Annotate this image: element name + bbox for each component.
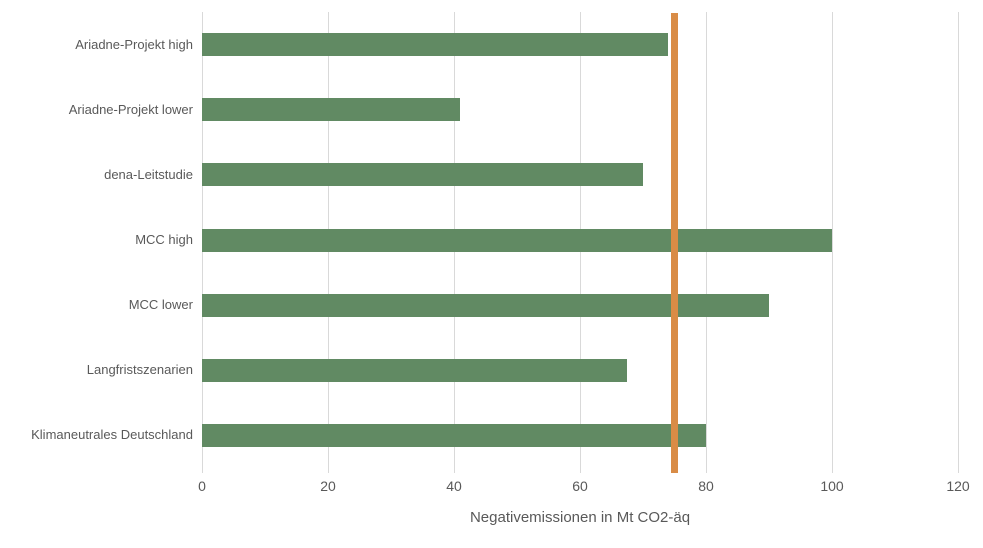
x-tick-label: 100 [820, 478, 844, 494]
gridline [958, 12, 959, 468]
tick-mark [202, 468, 203, 473]
category-label: Klimaneutrales Deutschland [31, 427, 193, 443]
gridline [832, 12, 833, 468]
reference-line [671, 13, 678, 473]
x-tick-label: 80 [698, 478, 714, 494]
tick-mark [328, 468, 329, 473]
category-label: Langfristszenarien [86, 362, 193, 378]
bar [202, 98, 461, 122]
tick-mark [706, 468, 707, 473]
category-label: dena-Leitstudie [104, 166, 193, 182]
x-tick-label: 60 [572, 478, 588, 494]
x-tick-label: 40 [446, 478, 462, 494]
bar [202, 358, 628, 382]
bar [202, 163, 643, 187]
bar [202, 293, 769, 317]
x-tick-label: 120 [946, 478, 970, 494]
bar [202, 423, 706, 447]
category-label: Ariadne-Projekt lower [68, 101, 193, 117]
bar [202, 33, 669, 57]
tick-mark [958, 468, 959, 473]
tick-mark [580, 468, 581, 473]
category-label: MCC lower [128, 297, 193, 313]
x-tick-label: 0 [198, 478, 206, 494]
category-label: MCC high [135, 232, 193, 247]
x-axis-title: Negativemissionen in Mt CO2-äq [469, 509, 691, 526]
tick-mark [832, 468, 833, 473]
bar [202, 228, 832, 252]
x-tick-label: 20 [320, 478, 336, 494]
tick-mark [454, 468, 455, 473]
category-label: Ariadne-Projekt high [75, 36, 193, 52]
